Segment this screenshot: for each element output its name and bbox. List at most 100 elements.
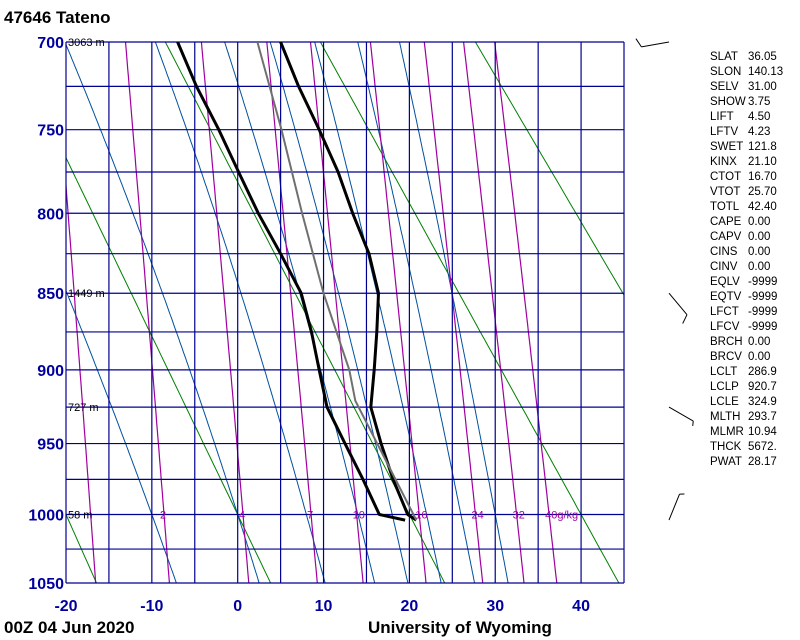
index-row: CINV 0.00 xyxy=(710,260,783,275)
pressure-tick-label: 1000 xyxy=(28,508,64,525)
wind-barb-staff xyxy=(668,406,694,422)
mixing-ratio-line xyxy=(463,42,525,583)
index-name: CAPE xyxy=(710,216,742,228)
wind-barbs xyxy=(635,38,694,521)
mixing-ratio-line xyxy=(309,42,364,583)
index-value: 31.00 xyxy=(748,81,777,93)
index-value: 293.7 xyxy=(748,411,777,423)
index-name: LFCV xyxy=(710,321,740,333)
index-name: MLMR xyxy=(710,426,744,438)
index-name: CINS xyxy=(710,246,738,258)
sounding-indices-table: SLAT 36.05 SLON 140.13 SELV 31.00 SHOW 3.75 LIFT… xyxy=(710,50,783,470)
index-name: CINV xyxy=(710,261,738,273)
index-name: SHOW xyxy=(710,96,746,108)
index-value: 0.00 xyxy=(748,351,771,363)
index-name: LCLT xyxy=(710,366,738,378)
index-name: KINX xyxy=(710,156,737,168)
index-row: EQLV -9999 xyxy=(710,275,783,290)
wind-barb-staff xyxy=(668,292,688,316)
pressure-tick-label: 900 xyxy=(37,363,64,380)
temperature-tick-label: -10 xyxy=(140,598,163,615)
height-label: 1449 m xyxy=(68,288,105,300)
index-name: SLON xyxy=(710,66,742,78)
index-name: THCK xyxy=(710,441,742,453)
pressure-tick-label: 850 xyxy=(37,286,64,303)
index-value: 4.50 xyxy=(748,111,771,123)
index-name: TOTL xyxy=(710,201,740,213)
index-row: KINX 21.10 xyxy=(710,155,783,170)
index-name: SWET xyxy=(710,141,744,153)
wind-barb-staff xyxy=(668,493,680,521)
pressure-tick-label: 950 xyxy=(37,437,64,454)
index-value: 10.94 xyxy=(748,426,777,438)
index-value: -9999 xyxy=(748,306,778,318)
wind-barb-feather xyxy=(635,38,642,48)
index-row: SELV 31.00 xyxy=(710,80,783,95)
dewpoint-line xyxy=(176,42,406,522)
moist-adiabat xyxy=(66,289,177,583)
index-name: CAPV xyxy=(710,231,742,243)
index-row: LCLP 920.7 xyxy=(710,380,783,395)
mixing-ratio-label: 16 xyxy=(415,510,427,522)
grid xyxy=(65,41,625,584)
station-title: 47646 Tateno xyxy=(4,8,110,27)
index-name: SELV xyxy=(710,81,739,93)
pressure-tick-label: 750 xyxy=(37,123,64,140)
temperature-tick-label: 0 xyxy=(233,598,242,615)
mixing-ratio-label: 10 xyxy=(353,510,365,522)
pressure-tick-label: 1050 xyxy=(28,576,64,593)
index-value: 0.00 xyxy=(748,231,771,243)
index-name: BRCV xyxy=(710,351,742,363)
index-value: 121.8 xyxy=(748,141,777,153)
temperature-tick-label: 10 xyxy=(315,598,333,615)
index-value: 0.00 xyxy=(748,336,771,348)
index-row: CAPE 0.00 xyxy=(710,215,783,230)
mixing-ratio-label: 32 xyxy=(513,510,525,522)
index-value: -9999 xyxy=(748,321,778,333)
background-lines xyxy=(66,42,624,583)
index-value: 0.00 xyxy=(748,246,771,258)
moist-adiabat xyxy=(154,42,326,583)
temperature-tick-label: -20 xyxy=(54,598,77,615)
index-name: LFCT xyxy=(710,306,739,318)
parcel-line xyxy=(256,42,418,521)
index-value: 3.75 xyxy=(748,96,771,108)
mixing-ratio-line xyxy=(423,42,484,583)
index-value: 25.70 xyxy=(748,186,777,198)
index-row: BRCV 0.00 xyxy=(710,350,783,365)
mixing-ratio-label: 24 xyxy=(471,510,483,522)
temperature-tick-label: 40 xyxy=(572,598,590,615)
index-row: LCLE 324.9 xyxy=(710,395,783,410)
mixing-ratio-line xyxy=(200,42,250,583)
index-row: LIFT 4.50 xyxy=(710,110,783,125)
index-row: EQTV -9999 xyxy=(710,290,783,305)
index-row: LFCV -9999 xyxy=(710,320,783,335)
wind-barb-feather xyxy=(682,314,688,324)
pressure-tick-label: 800 xyxy=(37,206,64,223)
index-name: LIFT xyxy=(710,111,734,123)
height-label: 58 m xyxy=(68,510,92,522)
index-value: -9999 xyxy=(748,291,778,303)
mixing-ratio-line xyxy=(266,42,318,583)
index-value: 5672. xyxy=(748,441,777,453)
mixing-ratio-line xyxy=(494,42,558,583)
index-value: 16.70 xyxy=(748,171,777,183)
index-row: SLON 140.13 xyxy=(710,65,783,80)
wind-barb-staff xyxy=(641,41,670,48)
index-value: 36.05 xyxy=(748,51,777,63)
index-value: -9999 xyxy=(748,276,778,288)
index-row: CINS 0.00 xyxy=(710,245,783,260)
index-value: 324.9 xyxy=(748,396,777,408)
index-row: MLTH 293.7 xyxy=(710,410,783,425)
sounding-profiles xyxy=(176,42,418,522)
index-row: SLAT 36.05 xyxy=(710,50,783,65)
index-row: VTOT 25.70 xyxy=(710,185,783,200)
index-value: 4.23 xyxy=(748,126,771,138)
index-name: SLAT xyxy=(710,51,738,63)
height-label: 727 m xyxy=(68,402,99,414)
index-value: 0.00 xyxy=(748,261,771,273)
mixing-ratio-label: 4 xyxy=(239,510,245,522)
index-name: LCLP xyxy=(710,381,739,393)
dry-adiabat xyxy=(474,42,624,297)
